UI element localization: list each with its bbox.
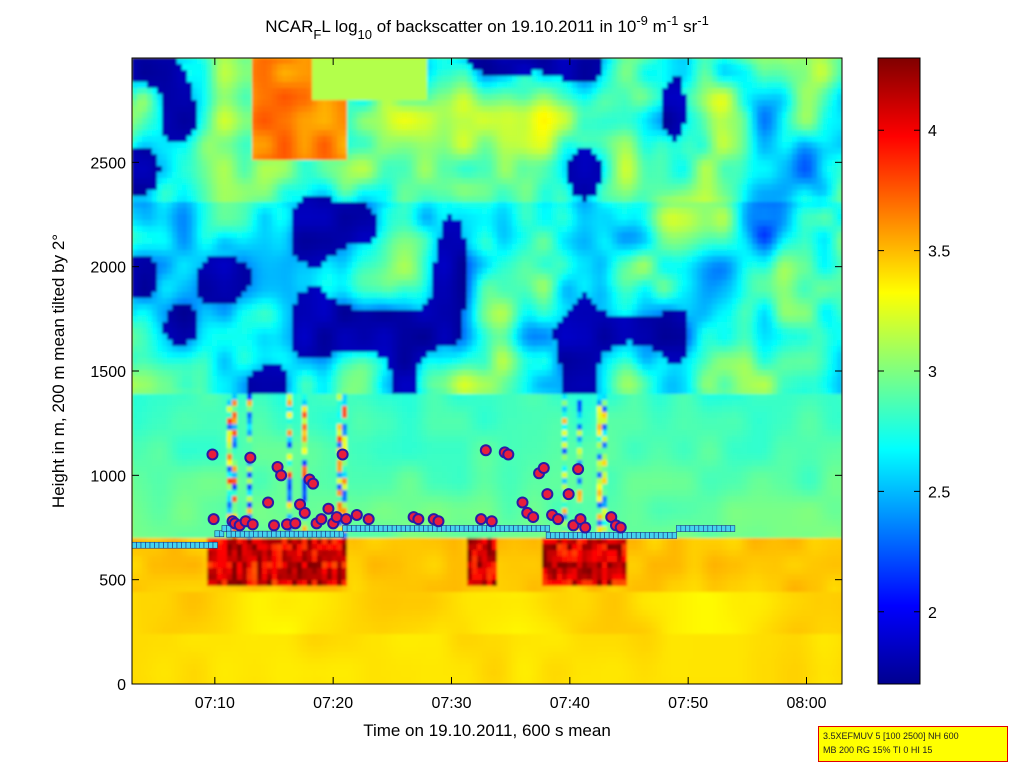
cloud-base-point [502, 448, 515, 461]
y-tick-label: 0 [117, 677, 126, 694]
cloud-base-point [527, 511, 540, 524]
x-axis-label: Time on 19.10.2011, 600 s mean [363, 721, 611, 740]
y-tick-label: 1000 [90, 468, 126, 485]
cloud-base-point [268, 519, 280, 532]
heatmap-cells [132, 58, 842, 684]
colorbar-tick-label: 2.5 [928, 484, 950, 501]
cloud-base-point [298, 506, 311, 519]
y-tick-label: 2000 [90, 260, 126, 277]
cloud-base-point [207, 513, 220, 526]
cloud-base-point [516, 496, 529, 509]
cloud-base-points [206, 444, 627, 534]
boundary-layer-segment [221, 525, 232, 532]
cloud-base-point [246, 518, 259, 531]
cloud-base-point [262, 496, 275, 509]
x-tick-label: 07:30 [431, 695, 471, 712]
x-tick-label: 07:40 [550, 695, 590, 712]
colorbar-tick-label: 3.5 [928, 244, 950, 261]
colorbar-ticks: 2 2.5 3 3.5 4 [878, 123, 950, 622]
y-axis-label: Height in m, 200 m mean tilted by 2° [49, 234, 68, 508]
cloud-base-point [362, 513, 375, 526]
cloud-base-point [315, 513, 328, 526]
cloud-base-point [572, 463, 585, 476]
cloud-base-point [432, 515, 445, 528]
colorbar-tick-label: 2 [928, 605, 937, 622]
y-axis-ticks: 0 500 1000 1500 2000 2500 [90, 155, 842, 694]
cloud-base-point [340, 513, 353, 526]
colorbar-tick-label: 3 [928, 364, 937, 381]
cloud-base-point [336, 448, 349, 461]
boundary-layer-segment [226, 530, 344, 538]
cloud-base-point [307, 477, 320, 490]
cloud-base-point [475, 513, 488, 526]
boundary-layer-markers [132, 525, 736, 549]
cloud-base-point [289, 517, 302, 530]
y-tick-label: 1500 [90, 364, 126, 381]
y-tick-label: 500 [99, 573, 126, 590]
x-tick-label: 08:00 [786, 695, 826, 712]
cloud-base-point [537, 462, 550, 475]
cloud-base-point [562, 488, 575, 501]
info-line-1: 3.5XEFMUV 5 [100 2500] NH 600 [823, 731, 959, 741]
x-tick-label: 07:20 [313, 695, 353, 712]
boundary-layer-segment [132, 541, 218, 549]
info-line-2: MB 200 RG 15% TI 0 HI 15 [823, 745, 933, 755]
boundary-layer-segment [214, 530, 225, 538]
parameter-info-box: 3.5XEFMUV 5 [100 2500] NH 600 MB 200 RG … [818, 726, 1008, 762]
x-tick-label: 07:10 [195, 695, 235, 712]
y-tick-label: 2500 [90, 155, 126, 172]
cloud-base-point [350, 508, 363, 521]
cloud-base-point [244, 451, 257, 464]
x-axis-ticks: 07:10 07:20 07:30 07:40 07:50 08:00 [195, 58, 827, 712]
boundary-layer-segment [676, 525, 736, 532]
x-tick-label: 07:50 [668, 695, 708, 712]
cloud-base-point [412, 513, 425, 526]
boundary-layer-segment [545, 532, 677, 539]
cloud-base-point [552, 513, 564, 526]
cloud-base-point [479, 444, 492, 457]
cloud-base-point [614, 521, 627, 534]
chart-title: NCARFL log10 of backscatter on 19.10.201… [265, 13, 709, 42]
cloud-base-point [541, 488, 554, 501]
colorbar [877, 57, 921, 685]
cloud-base-point [579, 521, 592, 534]
heatmap-plot-area [132, 58, 842, 684]
cloud-base-point [330, 511, 343, 524]
cloud-base-point [206, 448, 219, 461]
cloud-base-point [275, 469, 288, 482]
colorbar-tick-label: 4 [928, 123, 937, 140]
boundary-layer-segment [342, 525, 550, 532]
cloud-base-point [485, 515, 498, 528]
cloud-base-point [322, 502, 335, 515]
